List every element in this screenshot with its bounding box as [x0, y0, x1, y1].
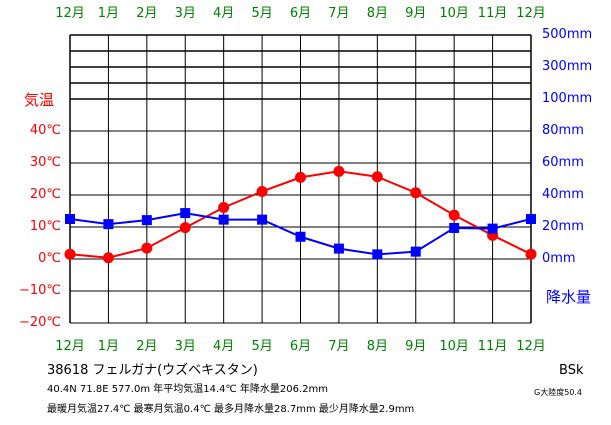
x-tick-label-top: 11月	[477, 6, 508, 21]
temperature-point	[295, 171, 306, 183]
y-tick-label-right: 60mm	[542, 155, 584, 170]
x-tick-label-bottom: 8月	[366, 339, 388, 354]
y-tick-label-left: 20℃	[29, 187, 61, 202]
x-tick-label-top: 2月	[136, 6, 158, 21]
x-tick-label-bottom: 9月	[405, 339, 427, 354]
y-tick-label-left: 30℃	[29, 155, 61, 170]
x-tick-label-bottom: 7月	[328, 339, 350, 354]
x-tick-label-bottom: 11月	[477, 339, 508, 354]
x-tick-label-top: 4月	[213, 6, 235, 21]
x-tick-label-top: 9月	[405, 6, 427, 21]
x-tick-label-bottom: 1月	[97, 339, 120, 354]
temperature-point	[179, 222, 191, 234]
temperature-point	[141, 242, 153, 254]
x-tick-label-top: 7月	[328, 6, 350, 21]
temperature-point	[256, 185, 268, 197]
y-tick-label-right: 0mm	[542, 251, 576, 266]
y-tick-label-left: 40℃	[29, 123, 61, 138]
x-tick-label-bottom: 6月	[289, 339, 312, 354]
climate-class: BSk	[559, 363, 584, 378]
temperature-point	[448, 209, 460, 221]
chart-grid	[69, 34, 532, 324]
x-tick-label-bottom: 5月	[251, 339, 273, 354]
station-summary: 40.4N 71.8E 577.0m 年平均気温14.4℃ 年降水量206.2m…	[47, 384, 329, 395]
x-tick-label-top: 8月	[366, 6, 388, 21]
precipitation-point	[180, 208, 191, 219]
temperature-point	[218, 201, 230, 213]
precipitation-point	[410, 246, 421, 257]
precipitation-point	[526, 214, 536, 224]
y-tick-label-left: 0℃	[38, 251, 61, 266]
precipitation-point	[141, 215, 152, 226]
precipitation-point	[65, 214, 75, 224]
x-tick-label-top: 6月	[289, 6, 312, 21]
monthly-extremes: 最暖月気温27.4℃ 最寒月気温0.4℃ 最多月降水量28.7mm 最少月降水量…	[47, 404, 415, 415]
precipitation-point	[372, 249, 383, 260]
y-tick-label-right: 100mm	[542, 91, 593, 106]
precipitation-point	[103, 219, 114, 230]
temperature-point	[525, 248, 537, 260]
y-tick-label-left: 10℃	[29, 219, 61, 234]
x-tick-label-bottom: 12月	[55, 339, 85, 354]
y-tick-label-left: −10℃	[18, 283, 61, 298]
temperature-point	[64, 248, 76, 260]
x-tick-label-bottom: 4月	[213, 339, 235, 354]
x-tick-label-top: 1月	[97, 6, 120, 21]
x-tick-label-top: 3月	[174, 6, 196, 21]
precipitation-point	[449, 222, 460, 233]
y-axis-label-right: 降水量	[546, 288, 592, 306]
precipitation-point	[257, 214, 268, 225]
x-tick-label-bottom: 3月	[174, 339, 196, 354]
y-tick-label-left: −20℃	[18, 315, 61, 330]
temperature-point	[102, 252, 114, 264]
temperature-point	[410, 187, 422, 199]
station-name: 38618 フェルガナ(ウズベキスタン)	[47, 363, 258, 378]
x-tick-label-top: 10月	[439, 6, 469, 21]
x-tick-label-bottom: 2月	[136, 339, 158, 354]
y-tick-label-right: 300mm	[542, 59, 593, 74]
x-tick-label-top: 12月	[55, 6, 85, 21]
precipitation-point	[487, 223, 498, 234]
y-tick-label-right: 20mm	[542, 219, 584, 234]
x-tick-label-bottom: 12月	[516, 339, 546, 354]
x-tick-label-top: 5月	[251, 6, 273, 21]
continentality-index: G大陸度50.4	[534, 388, 583, 397]
precipitation-point	[295, 231, 306, 242]
x-tick-label-top: 12月	[516, 6, 546, 21]
y-tick-label-right: 500mm	[542, 27, 593, 42]
temperature-point	[371, 171, 383, 183]
precipitation-point	[218, 214, 229, 225]
x-tick-label-bottom: 10月	[439, 339, 469, 354]
chart-series	[64, 165, 537, 264]
y-axis-label-left: 気温	[24, 91, 55, 109]
y-tick-label-right: 40mm	[542, 187, 584, 202]
temperature-point	[333, 165, 345, 177]
y-tick-label-right: 80mm	[542, 123, 584, 138]
precipitation-point	[333, 243, 344, 254]
